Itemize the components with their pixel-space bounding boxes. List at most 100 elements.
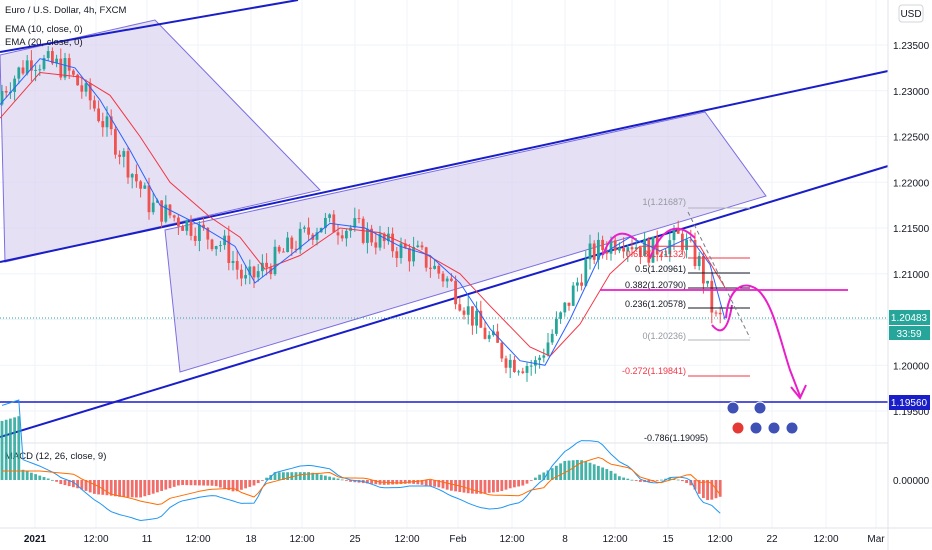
macd-bar [156,480,159,493]
price-tick-label: 1.22500 [893,133,930,144]
candle-body [328,214,331,218]
macd-bar [67,480,71,487]
candle-body [702,255,705,284]
candle-body [714,312,718,314]
macd-bar [63,480,67,486]
candle-body [504,358,508,368]
macd-bar [395,480,399,485]
macd-bar [240,480,243,490]
macd-bar [265,477,268,480]
candle-body [424,247,428,268]
candle-body [160,200,163,222]
macd-bar [521,480,525,486]
candle-body [416,245,420,247]
macd-zero-tick: 0.00000 [893,476,930,487]
projection-arrowhead [790,384,807,400]
time-tick-label: 12:00 [289,534,314,545]
economic-events[interactable] [726,401,799,435]
ema10-legend[interactable]: EMA (10, close, 0) [5,24,83,35]
candle-body [63,58,67,78]
macd-bar [466,480,470,494]
candle-body [130,174,134,178]
macd-bar [681,480,684,482]
candle-body [164,204,168,222]
last-price-value: 1.20483 [891,313,928,324]
macd-bar [277,472,281,480]
price-tick-label: 1.23500 [893,41,930,52]
candle-body [189,220,193,236]
candle-body [655,236,659,255]
candle-body [151,202,155,213]
macd-bar [483,480,487,494]
candle-body [559,312,562,319]
ema20-line [0,71,726,357]
candle-body [282,251,285,253]
candle-body [647,238,651,263]
macd-bar [164,480,168,490]
candle-body [219,245,222,247]
time-tick-label: 8 [562,534,568,545]
macd-bar [353,480,357,483]
candle-body [177,217,180,227]
symbol-title[interactable]: Euro / U.S. Dollar, 4h, FXCM [5,5,127,16]
ema10-line [0,58,726,366]
macd-bar [462,480,466,493]
macd-bar [718,480,722,497]
macd-bar [542,472,546,480]
candle-body [660,254,663,256]
candle-body [597,239,600,260]
candle-body [479,310,483,328]
currency-label: USD [900,9,921,20]
macd-bar [189,480,193,486]
macd-bar [324,475,327,480]
macd-bar [513,480,516,488]
candle-body [114,129,117,155]
ema20-legend[interactable]: EMA (20, close, 0) [5,37,83,48]
macd-bar [672,478,676,480]
candle-body [84,83,88,92]
macd-bar [416,480,420,485]
macd-bar [244,480,247,489]
macd-bar [525,480,529,484]
candle-body [571,285,575,306]
candle-body [290,237,294,249]
macd-bar [55,480,58,482]
candle-body [441,273,445,282]
candle-body [122,151,126,157]
macd-bar [252,480,256,486]
macd-bar [517,480,520,487]
macd-bar [168,480,172,489]
candle-body [240,269,243,279]
fib-label-0236: 0.236(1.20578) [625,299,686,309]
macd-bar [630,479,634,481]
macd-legend[interactable]: MACD (12, 26, close, 9) [5,451,106,462]
macd-bar [42,477,46,480]
candle-body [336,232,340,236]
candle-body [676,228,680,234]
macd-bar [693,480,697,490]
currency-button[interactable] [898,4,924,23]
time-tick-label: 12:00 [394,534,419,545]
time-tick-label: Feb [449,534,467,545]
macd-bar [227,480,231,491]
fib-label-0382: 0.382(1.20790) [625,280,686,290]
macd-bar [223,480,226,489]
macd-bar [210,480,214,486]
candle-body [643,238,646,256]
macd-bar [655,480,659,481]
candle-body [609,240,613,254]
macd-bar [311,472,315,480]
price-tick-label: 1.22000 [893,178,930,189]
macd-bar [9,418,12,480]
macd-bar [135,480,138,498]
candle-body [25,60,29,74]
candle-body [93,100,96,109]
candle-body [101,121,105,128]
macd-bar [93,480,96,494]
macd-bar [198,480,201,486]
candle-body [135,174,138,182]
candle-body [340,235,344,239]
macd-bar [609,470,613,480]
candle-body [508,359,512,368]
